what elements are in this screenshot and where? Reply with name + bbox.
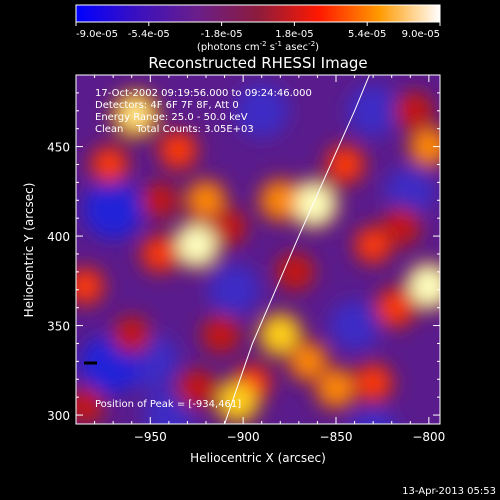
colorbar-tick-label: -1.8e-05 — [201, 29, 243, 40]
colorbar-tick-label: 9.0e-05 — [402, 29, 440, 40]
colorbar-tick-label: 5.4e-05 — [348, 29, 386, 40]
y-tick-label: 450 — [47, 141, 70, 155]
intensity-core — [128, 107, 143, 122]
x-tick-label: −850 — [320, 430, 353, 444]
intensity-core — [189, 238, 204, 253]
colorbar — [75, 4, 441, 23]
intensity-void — [349, 407, 397, 424]
intensity-blob — [412, 130, 440, 163]
x-tick-label: −800 — [412, 430, 445, 444]
intensity-void — [385, 166, 436, 217]
colorbar-units: (photons cm-2 s-1 asec-2) — [197, 40, 319, 53]
intensity-blob — [262, 316, 298, 353]
intensity-blob — [144, 239, 175, 269]
intensity-blob — [219, 382, 256, 419]
annotation-clean-counts: Clean Total Counts: 3.05E+03 — [95, 124, 254, 135]
intensity-blob — [76, 271, 100, 301]
intensity-blob — [358, 230, 388, 260]
peak-position-label: Position of Peak = [-934,461] — [95, 399, 241, 410]
intensity-blob — [292, 345, 324, 378]
x-axis-label: Heliocentric X (arcsec) — [190, 451, 326, 465]
y-axis-label: Heliocentric Y (arcsec) — [22, 183, 36, 318]
intensity-field — [76, 83, 440, 424]
intensity-core — [421, 279, 436, 294]
y-tick-label: 300 — [47, 409, 70, 423]
annotation-detectors: Detectors: 4F 6F 7F 8F, Att 0 — [95, 100, 239, 111]
intensity-blob — [281, 257, 310, 286]
y-tick-label: 400 — [47, 230, 70, 244]
intensity-blob — [357, 367, 389, 399]
intensity-blob — [118, 321, 146, 348]
colorbar-tick-label: 1.8e-05 — [275, 29, 313, 40]
intensity-void — [234, 83, 289, 138]
intensity-void — [83, 179, 144, 240]
intensity-blob — [319, 371, 353, 405]
intensity-void — [207, 263, 260, 316]
intensity-void — [329, 300, 381, 352]
y-tick-label: 350 — [47, 320, 70, 334]
intensity-blob — [380, 292, 411, 323]
intensity-blob — [182, 374, 211, 403]
colorbar-ticks: -9.0e-05 -5.4e-05 -1.8e-05 1.8e-05 5.4e-05 9.… — [75, 22, 441, 40]
intensity-blob — [214, 213, 242, 241]
x-tick-label: −950 — [134, 430, 167, 444]
footer-date: 13-Apr-2013 05:53 — [402, 486, 496, 497]
intensity-blob — [400, 96, 428, 125]
intensity-blob — [263, 183, 298, 218]
solar-limb-arc — [224, 75, 370, 424]
x-axis: −950 −900 −850 −800 — [75, 75, 445, 444]
chart-title: Reconstructed RHESSI Image — [148, 54, 367, 72]
intensity-blob — [94, 149, 125, 180]
intensity-blob — [162, 134, 194, 166]
y-axis: 300 350 400 450 — [47, 74, 440, 423]
plot-frame — [75, 74, 441, 425]
annotation-energy-range: Energy Range: 25.0 - 50.0 keV — [95, 112, 248, 123]
colorbar-tick-label: -5.4e-05 — [128, 29, 170, 40]
x-tick-label: −900 — [227, 430, 260, 444]
observation-annotations: 17-Oct-2002 09:19:56.000 to 09:24:46.000… — [95, 88, 312, 135]
intensity-blob — [206, 320, 235, 349]
intensity-blob — [76, 392, 99, 420]
intensity-blob — [387, 213, 415, 242]
colorbar-tick-label: -9.0e-05 — [76, 29, 118, 40]
intensity-blob — [189, 183, 223, 217]
annotation-time-range: 17-Oct-2002 09:19:56.000 to 09:24:46.000 — [95, 88, 312, 99]
intensity-blob — [330, 149, 361, 180]
intensity-blob — [146, 187, 173, 214]
